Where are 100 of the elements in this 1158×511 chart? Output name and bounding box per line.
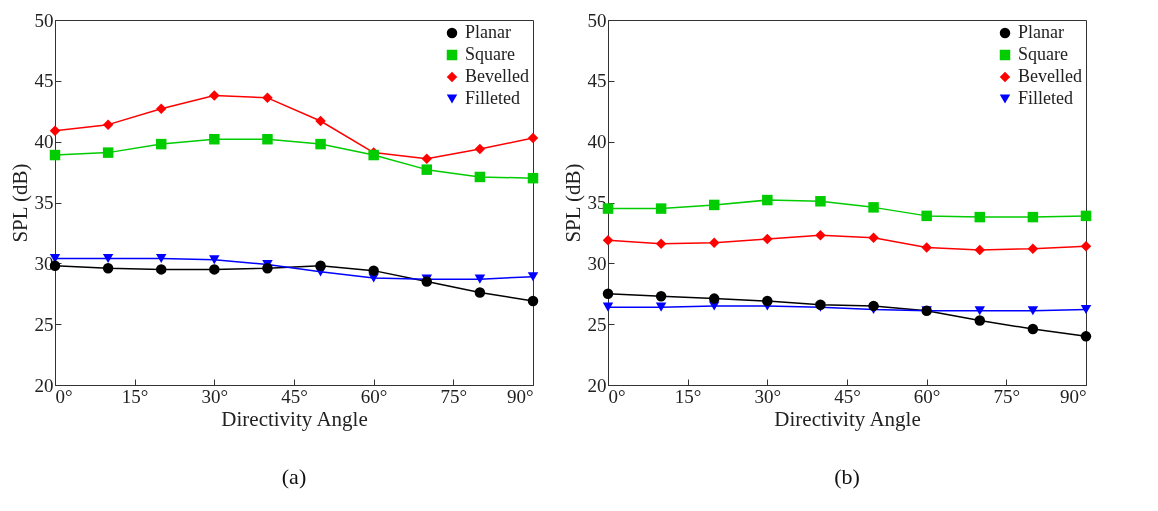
- point: [1080, 210, 1092, 222]
- point: [1080, 241, 1092, 252]
- x-tick-label: 75°: [993, 385, 1021, 407]
- point: [155, 138, 167, 150]
- point: [655, 290, 667, 302]
- x-tick-label: 0°: [608, 385, 626, 407]
- point: [815, 196, 826, 207]
- y-axis-title: SPL (dB): [560, 163, 585, 243]
- text: (a): [281, 464, 307, 489]
- legend-label: Planar: [1018, 22, 1064, 42]
- point: [155, 253, 167, 264]
- point: [974, 315, 986, 326]
- legend-label: Square: [1018, 44, 1068, 64]
- x-tick-label: 0°: [55, 385, 73, 407]
- point: [1027, 306, 1039, 316]
- point: [474, 171, 486, 183]
- point: [655, 238, 667, 250]
- point: [155, 264, 167, 275]
- point: [527, 172, 539, 184]
- point: [209, 264, 220, 275]
- point: [102, 253, 114, 264]
- point: [921, 242, 932, 253]
- y-tick-label: 25: [587, 313, 607, 335]
- point: [762, 295, 773, 307]
- point: [1027, 211, 1039, 223]
- point: [209, 133, 220, 145]
- legend-label: Bevelled: [465, 66, 529, 86]
- x-tick-label: 90°: [506, 385, 534, 407]
- point: [527, 132, 539, 144]
- point: [868, 232, 879, 244]
- point: [474, 274, 486, 284]
- point: [155, 103, 167, 115]
- point: [102, 262, 114, 274]
- point: [102, 147, 114, 158]
- y-axis-title: SPL (dB): [7, 163, 32, 243]
- y-tick-label: 20: [587, 374, 607, 396]
- point: [655, 203, 667, 214]
- y-tick-label: 50: [34, 9, 54, 31]
- point: [921, 210, 932, 222]
- x-axis-title: Directivity Angle: [221, 406, 368, 431]
- point: [315, 260, 326, 271]
- x-tick-label: 60°: [913, 385, 941, 407]
- point: [708, 237, 720, 248]
- point: [474, 143, 486, 155]
- x-axis-title: Directivity Angle: [774, 406, 921, 431]
- y-tick-label: 45: [34, 70, 54, 92]
- point: [527, 272, 539, 282]
- point: [974, 244, 986, 256]
- legend-label: Filleted: [465, 88, 520, 108]
- legend-label: Square: [465, 44, 515, 64]
- point: [262, 262, 273, 274]
- point: [102, 119, 114, 130]
- y-tick-label: 40: [34, 131, 54, 153]
- y-tick-label: 30: [587, 252, 607, 274]
- y-tick-label: 40: [587, 131, 607, 153]
- x-tick-label: 30°: [201, 385, 229, 407]
- point: [474, 287, 486, 298]
- y-tick-label: 25: [34, 313, 54, 335]
- point: [868, 202, 879, 213]
- point: [708, 199, 720, 211]
- point: [421, 164, 433, 175]
- x-tick-label: 60°: [360, 385, 388, 407]
- point: [315, 115, 326, 127]
- point: [209, 90, 220, 101]
- y-tick-label: 20: [34, 374, 54, 396]
- text: (b): [834, 464, 860, 489]
- point: [602, 234, 614, 246]
- point: [974, 211, 986, 223]
- point: [974, 306, 986, 316]
- y-tick-label: 45: [587, 70, 607, 92]
- point: [421, 153, 433, 164]
- legend-label: Filleted: [1018, 88, 1073, 108]
- point: [315, 138, 326, 150]
- point: [1027, 243, 1039, 254]
- legend-label: Bevelled: [1018, 66, 1082, 86]
- point: [1080, 305, 1092, 315]
- point: [1027, 323, 1039, 335]
- point: [49, 149, 61, 161]
- x-tick-label: 90°: [1059, 385, 1087, 407]
- point: [868, 300, 879, 312]
- x-tick-label: 30°: [754, 385, 782, 407]
- x-tick-label: 15°: [121, 385, 149, 407]
- point: [1080, 331, 1092, 342]
- point: [708, 293, 720, 304]
- point: [262, 92, 273, 104]
- point: [368, 265, 379, 276]
- x-tick-label: 45°: [281, 385, 308, 407]
- point: [527, 295, 539, 307]
- x-tick-label: 15°: [674, 385, 702, 407]
- point: [655, 302, 667, 312]
- point: [602, 288, 614, 299]
- point: [762, 194, 773, 206]
- point: [762, 233, 773, 245]
- point: [815, 230, 826, 241]
- y-tick-label: 35: [34, 192, 54, 213]
- legend-label: Planar: [465, 22, 511, 42]
- point: [209, 255, 220, 265]
- point: [602, 302, 614, 312]
- y-tick-label: 50: [587, 9, 607, 31]
- x-tick-label: 45°: [834, 385, 861, 407]
